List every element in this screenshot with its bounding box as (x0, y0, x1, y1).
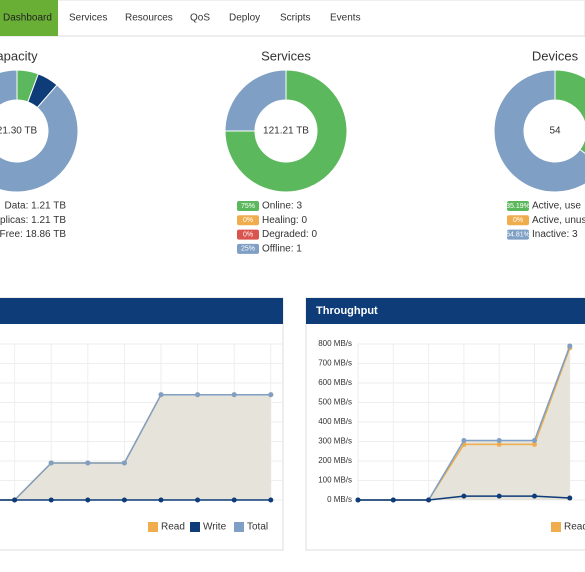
y-tick-label: 200 MB/s (318, 456, 352, 465)
point (496, 441, 502, 447)
legend-entry: Degraded: 0 (262, 229, 317, 240)
point (567, 495, 573, 501)
legend-swatch (551, 522, 561, 532)
legend-swatch (234, 522, 244, 532)
nav-tab[interactable]: Resources (125, 13, 173, 24)
point (532, 493, 537, 499)
y-tick-label: 800 MB/s (318, 339, 352, 348)
nav-bar (0, 0, 585, 37)
point (426, 497, 432, 503)
panel-title: Throughput (316, 305, 378, 317)
point (355, 497, 361, 503)
legend-entry: Read (161, 522, 185, 533)
legend-entry: Replicas: 1.21 TB (0, 215, 66, 226)
nav-tab[interactable]: Dashboard (3, 13, 52, 24)
badge (507, 229, 529, 240)
panel-title: Devices (532, 48, 579, 63)
panel-title: apacity (0, 48, 38, 63)
area (358, 345, 570, 500)
point (158, 392, 164, 398)
nav-tab[interactable]: Deploy (229, 13, 260, 24)
badge-label: 0% (513, 217, 523, 224)
panel-header (0, 298, 283, 324)
legend-entry: Free: 18.86 TB (0, 229, 66, 240)
point (85, 497, 91, 503)
point (158, 497, 164, 503)
point (532, 438, 537, 444)
point (461, 493, 467, 499)
panel-title: Services (261, 48, 311, 63)
point (121, 497, 127, 503)
point (48, 460, 54, 466)
badge (237, 215, 259, 226)
badge (237, 229, 259, 240)
legend-entry: Write (203, 522, 227, 533)
badge-label: 0% (243, 231, 253, 238)
donut-center: 54 (549, 126, 561, 137)
badge (507, 201, 529, 211)
point (532, 441, 537, 447)
area (0, 394, 271, 500)
nav-tab[interactable]: Scripts (280, 13, 311, 24)
legend-entry: Active, unuse (532, 215, 585, 226)
point (12, 497, 18, 503)
y-tick-label: 700 MB/s (318, 359, 352, 368)
donut-center: 21.30 TB (0, 126, 38, 137)
nav-tab[interactable]: QoS (190, 13, 210, 24)
point (195, 392, 201, 398)
nav-tab[interactable]: Services (69, 13, 107, 24)
y-tick-label: 100 MB/s (318, 476, 352, 485)
point (496, 493, 502, 499)
legend-swatch (148, 522, 158, 532)
point (85, 460, 91, 466)
badge-label: 75% (241, 203, 255, 210)
point (567, 343, 573, 349)
badge (237, 243, 259, 254)
point (496, 438, 502, 444)
donut-segment (224, 69, 287, 132)
legend-entry: Online: 3 (262, 201, 302, 212)
y-tick-label: 500 MB/s (318, 398, 352, 407)
donut-segment (224, 69, 348, 193)
point (268, 392, 274, 398)
point (268, 497, 274, 503)
legend-entry: Inactive: 3 (532, 229, 578, 240)
donut-segment (0, 69, 79, 193)
badge-label: 0% (243, 217, 253, 224)
badge-label: 25% (241, 246, 255, 253)
point (121, 460, 127, 466)
legend-entry: Total (247, 522, 268, 533)
point (390, 497, 396, 503)
y-tick-label: 400 MB/s (318, 417, 352, 426)
badge (507, 215, 529, 226)
point (48, 497, 54, 503)
legend-swatch (190, 522, 200, 532)
legend-entry: Read (564, 522, 585, 533)
badge-label: 64.81% (506, 231, 530, 238)
badge-label: 35.19% (506, 203, 530, 210)
point (231, 497, 237, 503)
donut-segment (493, 69, 585, 193)
y-tick-label: 600 MB/s (318, 378, 352, 387)
donut-segment (554, 69, 585, 154)
y-tick-label: 0 MB/s (327, 495, 352, 504)
donut-center: 121.21 TB (263, 126, 309, 137)
point (195, 497, 201, 503)
badge (237, 201, 259, 211)
point (231, 392, 237, 398)
legend-entry: Data: 1.21 TB (4, 201, 66, 212)
y-tick-label: 300 MB/s (318, 437, 352, 446)
legend-entry: Active, use (532, 201, 581, 212)
legend-entry: Healing: 0 (262, 215, 307, 226)
active-tab-bg (0, 0, 58, 36)
point (461, 438, 467, 444)
nav-tab[interactable]: Events (330, 13, 361, 24)
panel-header (306, 298, 585, 324)
legend-entry: Offline: 1 (262, 244, 302, 255)
